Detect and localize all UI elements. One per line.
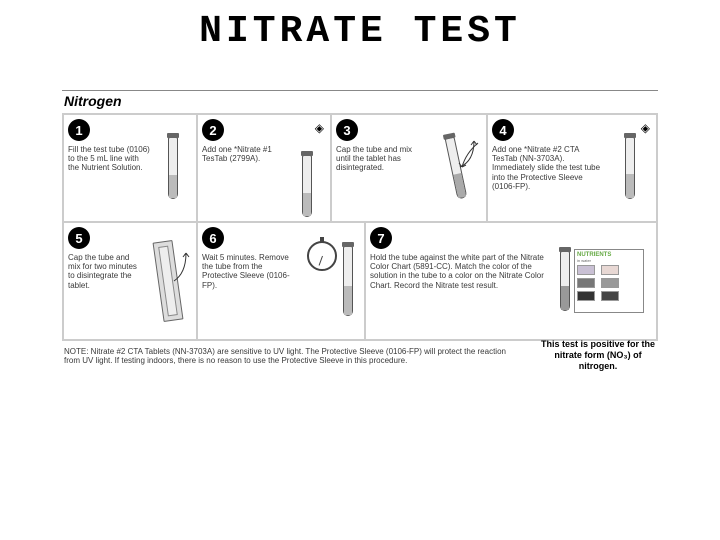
- step-number: 2: [202, 119, 224, 141]
- test-tube-icon: [168, 137, 178, 199]
- step-number: 1: [68, 119, 90, 141]
- step-number: 4: [492, 119, 514, 141]
- stopwatch-icon: [307, 241, 337, 271]
- step-3: 3 Cap the tube and mix until the tablet …: [331, 114, 487, 222]
- step-text: Cap the tube and mix for two minutes to …: [68, 253, 140, 290]
- step-text: Add one *Nitrate #1 TesTab (2799A).: [202, 145, 284, 163]
- mix-arrow-icon: [456, 133, 482, 173]
- tablet-icon: ◈: [315, 121, 324, 135]
- step-illustration: ◈: [288, 119, 326, 217]
- section-label: Nitrogen: [62, 91, 658, 113]
- swatch: [577, 278, 595, 288]
- test-tube-icon: [560, 251, 570, 311]
- step-number: 6: [202, 227, 224, 249]
- test-tube-icon: [625, 137, 635, 199]
- step-7: 7 Hold the tube against the white part o…: [365, 222, 657, 340]
- step-2: 2 Add one *Nitrate #1 TesTab (2799A). ◈: [197, 114, 331, 222]
- color-chart-icon: NUTRIENTS in water: [574, 249, 644, 313]
- step-illustration: [154, 119, 192, 217]
- step-number: 5: [68, 227, 90, 249]
- step-illustration: ◈: [608, 119, 652, 217]
- note-text: NOTE: Nitrate #2 CTA Tablets (NN-3703A) …: [62, 341, 522, 367]
- swatch-col-left: [577, 265, 595, 301]
- result-text: This test is positive for the nitrate fo…: [538, 339, 658, 371]
- tablet-icon: ◈: [641, 121, 650, 135]
- swatch: [577, 265, 595, 275]
- swatch: [601, 291, 619, 301]
- swatch: [601, 265, 619, 275]
- test-tube-icon: [343, 246, 353, 316]
- swatch-col-right: [601, 265, 619, 301]
- page-title: NITRATE TEST: [0, 0, 720, 53]
- step-text: Cap the tube and mix until the tablet ha…: [336, 145, 426, 173]
- step-illustration: [144, 227, 192, 335]
- test-tube-icon: [302, 155, 312, 217]
- step-number: 7: [370, 227, 392, 249]
- step-text: Wait 5 minutes. Remove the tube from the…: [202, 253, 296, 290]
- step-6: 6 Wait 5 minutes. Remove the tube from t…: [197, 222, 365, 340]
- step-1: 1 Fill the test tube (0106) to the 5 mL …: [63, 114, 197, 222]
- swatch: [577, 291, 595, 301]
- step-4: 4 Add one *Nitrate #2 CTA TesTab (NN-370…: [487, 114, 657, 222]
- steps-grid: 1 Fill the test tube (0106) to the 5 mL …: [62, 113, 658, 341]
- step-text: Add one *Nitrate #2 CTA TesTab (NN-3703A…: [492, 145, 604, 191]
- step-text: Fill the test tube (0106) to the 5 mL li…: [68, 145, 150, 173]
- swatch: [601, 278, 619, 288]
- row-2: 5 Cap the tube and mix for two minutes t…: [63, 222, 657, 340]
- row-1: 1 Fill the test tube (0106) to the 5 mL …: [63, 114, 657, 222]
- mix-arrow-icon: [170, 245, 194, 287]
- step-illustration: [430, 119, 482, 217]
- chart-sub: in water: [577, 258, 641, 263]
- step-number: 3: [336, 119, 358, 141]
- step-illustration: [300, 227, 360, 335]
- step-text: Hold the tube against the white part of …: [370, 253, 548, 290]
- step-5: 5 Cap the tube and mix for two minutes t…: [63, 222, 197, 340]
- step-illustration: NUTRIENTS in water: [552, 227, 652, 335]
- instruction-sheet: Nitrogen 1 Fill the test tube (0106) to …: [62, 90, 658, 367]
